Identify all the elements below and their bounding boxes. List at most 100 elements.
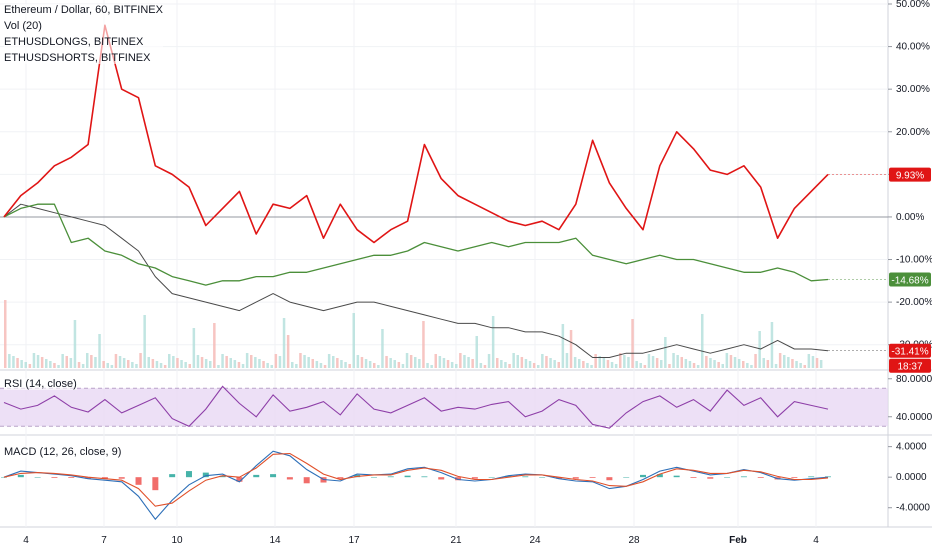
volume-bar bbox=[668, 364, 671, 368]
volume-bar bbox=[819, 360, 823, 368]
macd-histogram-bar bbox=[404, 475, 411, 478]
volume-bar bbox=[24, 362, 27, 368]
volume-bar bbox=[606, 360, 610, 368]
volume-bar bbox=[172, 356, 175, 368]
macd-axis-label: 4.0000 bbox=[896, 442, 927, 453]
volume-bar bbox=[778, 353, 782, 368]
last-value-text: 9.93% bbox=[896, 171, 924, 182]
volume-bar bbox=[496, 358, 499, 368]
macd-histogram-bar bbox=[606, 477, 613, 481]
volume-bar bbox=[241, 364, 245, 368]
volume-bar bbox=[114, 354, 118, 368]
volume-bar bbox=[250, 355, 253, 368]
volume-bar bbox=[590, 365, 593, 368]
volume-bar bbox=[619, 353, 622, 368]
volume-bar bbox=[118, 356, 122, 368]
macd-axis-label: -4.0000 bbox=[896, 503, 930, 514]
volume-bar bbox=[721, 364, 724, 368]
macd-histogram-bar bbox=[438, 477, 445, 480]
price-axis-label: 20.00% bbox=[896, 127, 930, 138]
volume-bar bbox=[742, 361, 745, 368]
volume-bar bbox=[532, 363, 536, 368]
volume-bar bbox=[430, 365, 433, 368]
last-value-badge bbox=[889, 272, 931, 287]
volume-bar bbox=[766, 360, 770, 368]
price-axis-label: 40.00% bbox=[896, 42, 930, 53]
volume-bar bbox=[262, 361, 265, 368]
volume-bar bbox=[541, 354, 544, 368]
volume-bar bbox=[102, 361, 105, 368]
volume-bar bbox=[307, 357, 310, 368]
volume-bar bbox=[750, 365, 753, 368]
macd-histogram-bar bbox=[152, 477, 159, 491]
volume-bar bbox=[344, 362, 347, 368]
volume-bar bbox=[565, 353, 569, 368]
rsi-axis-label: 40.0000 bbox=[896, 412, 932, 423]
macd-histogram-bar bbox=[539, 477, 546, 478]
volume-bar bbox=[725, 353, 729, 368]
volume-bar bbox=[245, 353, 249, 368]
volume-bar bbox=[36, 355, 40, 368]
time-tick-label: Feb bbox=[729, 535, 747, 546]
rsi-band bbox=[0, 388, 888, 427]
volume-bar bbox=[176, 358, 179, 368]
price-axis[interactable]: 50.00%40.00%30.00%20.00%10.00%0.00%-10.0… bbox=[888, 0, 932, 514]
macd-histogram-bar bbox=[690, 477, 697, 478]
legend-symbol[interactable]: Ethereum / Dollar, 60, BITFINEX bbox=[4, 4, 163, 16]
volume-bar bbox=[286, 335, 290, 368]
volume-bar bbox=[139, 353, 142, 368]
main-price-panel[interactable] bbox=[0, 24, 888, 368]
volume-bar bbox=[204, 359, 208, 368]
macd-legend[interactable]: MACD (12, 26, close, 9) bbox=[4, 446, 122, 458]
volume-bar bbox=[368, 361, 372, 368]
volume-bar bbox=[196, 355, 200, 368]
macd-panel[interactable] bbox=[1, 450, 831, 521]
time-tick-label: 10 bbox=[171, 535, 183, 546]
volume-bar bbox=[467, 357, 470, 368]
volume-bar bbox=[491, 316, 495, 368]
legend-volume[interactable]: Vol (20) bbox=[4, 20, 42, 32]
volume-bar bbox=[815, 358, 819, 368]
volume-bar bbox=[332, 356, 335, 368]
volume-bar bbox=[373, 363, 376, 368]
volume-bar bbox=[377, 365, 380, 368]
legend-longs[interactable]: ETHUSDLONGS, BITFINEX bbox=[4, 36, 144, 48]
volume-bar bbox=[389, 358, 392, 368]
volume-bar bbox=[627, 357, 630, 368]
volume-bar bbox=[274, 354, 278, 368]
macd-histogram-bar bbox=[589, 477, 596, 478]
volume-bar bbox=[610, 362, 614, 368]
macd-histogram-bar bbox=[270, 474, 277, 478]
volume-bar bbox=[737, 359, 741, 368]
volume-bar bbox=[561, 324, 565, 368]
volume-bar bbox=[586, 363, 589, 368]
volume-bar bbox=[180, 360, 183, 368]
rsi-panel[interactable] bbox=[0, 385, 888, 429]
volume-bar bbox=[409, 355, 413, 368]
volume-bar bbox=[151, 359, 155, 368]
volume-bar bbox=[450, 362, 454, 368]
volume-bar bbox=[787, 357, 790, 368]
volume-bar bbox=[672, 353, 675, 368]
macd-histogram-bar bbox=[707, 477, 714, 479]
price-axis-label: -20.00% bbox=[896, 297, 932, 308]
volume-bar bbox=[524, 359, 528, 368]
legend-shorts[interactable]: ETHUSDSHORTS, BITFINEX bbox=[4, 52, 151, 64]
volume-bar bbox=[323, 365, 327, 368]
volume-bar bbox=[360, 357, 364, 368]
main-legend: Ethereum / Dollar, 60, BITFINEX Vol (20)… bbox=[4, 4, 163, 64]
macd-histogram-bar bbox=[236, 477, 243, 482]
volume-bar bbox=[528, 361, 532, 368]
volume-bar bbox=[729, 355, 733, 368]
time-axis[interactable]: 4 7 10 14 17 21 24 28 Feb 4 bbox=[23, 535, 819, 546]
volume-bar bbox=[635, 361, 638, 368]
rsi-legend[interactable]: RSI (14, close) bbox=[4, 378, 77, 390]
volume-bar bbox=[94, 357, 97, 368]
macd-histogram-bar bbox=[219, 475, 226, 478]
volume-bar bbox=[791, 359, 794, 368]
volume-bar bbox=[631, 319, 634, 368]
volume-bar bbox=[504, 362, 507, 368]
volume-bar bbox=[393, 360, 396, 368]
volume-bar bbox=[209, 361, 212, 368]
volume-bar bbox=[348, 364, 351, 368]
